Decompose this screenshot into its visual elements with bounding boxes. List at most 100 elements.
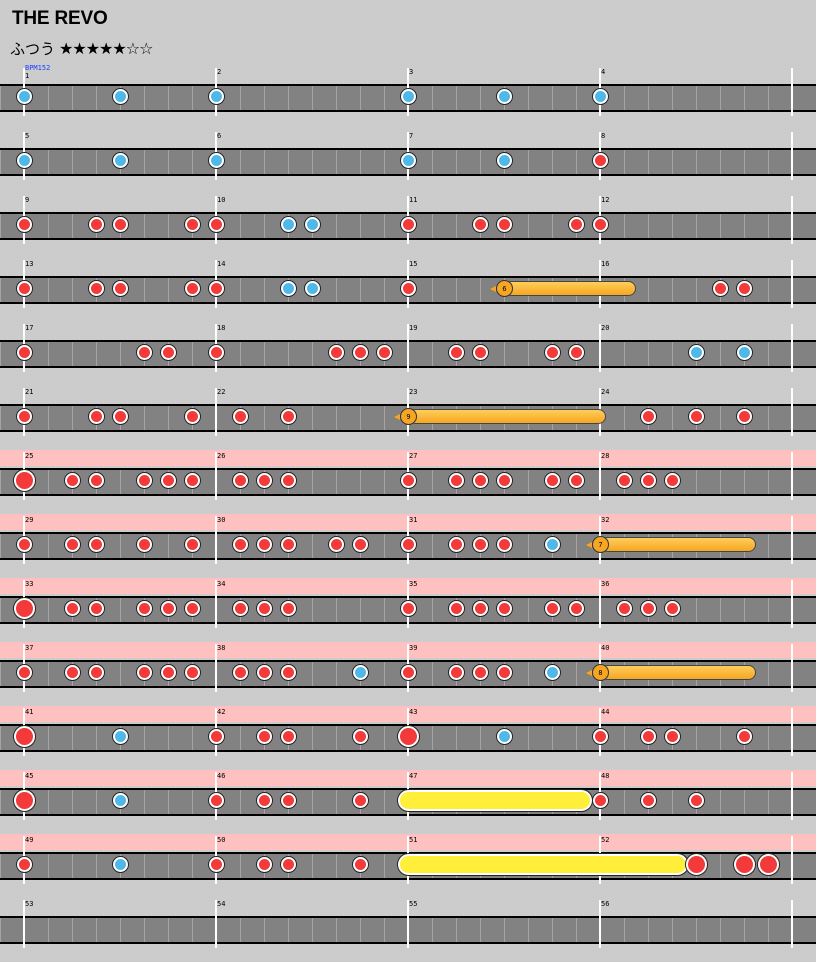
measure-number: 20 — [601, 324, 610, 332]
bar-line — [599, 580, 601, 628]
measure-number: 56 — [601, 900, 610, 908]
measure-number: 25 — [25, 452, 34, 460]
ka-note — [304, 281, 320, 296]
bar-line — [407, 324, 409, 372]
beat-line — [720, 854, 721, 878]
measure-number: 2 — [217, 68, 222, 76]
don-note — [736, 281, 752, 296]
beat-line — [168, 214, 169, 238]
beat-line — [48, 726, 49, 750]
ka-note — [592, 89, 608, 104]
measure-number: 19 — [409, 324, 418, 332]
beat-line — [624, 214, 625, 238]
don-note — [664, 473, 680, 488]
beat-line — [72, 150, 73, 174]
song-title: THE REVO — [12, 8, 108, 29]
beat-line — [240, 854, 241, 878]
don-note — [160, 601, 176, 616]
beat-line — [48, 470, 49, 494]
measure-number: 39 — [409, 644, 418, 652]
big-don-note — [13, 790, 35, 811]
measure-number: 1 — [25, 72, 30, 80]
don-note — [136, 601, 152, 616]
don-note — [616, 601, 632, 616]
beat-line — [672, 790, 673, 814]
beat-line — [336, 726, 337, 750]
beat-line — [96, 726, 97, 750]
don-note — [208, 857, 224, 872]
bar-line — [215, 900, 217, 948]
bar-line — [791, 388, 793, 436]
beat-line — [168, 406, 169, 430]
bar-line — [23, 900, 25, 948]
don-note — [400, 537, 416, 552]
beat-line — [384, 534, 385, 558]
beat-line — [192, 726, 193, 750]
measure-number: 15 — [409, 260, 418, 268]
don-note — [568, 601, 584, 616]
measure-number: 37 — [25, 644, 34, 652]
beat-line — [0, 598, 1, 622]
measure-number: 4 — [601, 68, 606, 76]
don-note — [592, 153, 608, 168]
beat-line — [240, 278, 241, 302]
beat-line — [672, 214, 673, 238]
measure-number: 3 — [409, 68, 414, 76]
beat-line — [48, 86, 49, 110]
bar-line — [599, 900, 601, 948]
measure-number: 12 — [601, 196, 610, 204]
beat-line — [336, 470, 337, 494]
beat-line — [624, 342, 625, 366]
don-note — [496, 601, 512, 616]
beat-line — [264, 214, 265, 238]
beat-line — [720, 790, 721, 814]
don-note — [208, 729, 224, 744]
beat-line — [0, 918, 1, 942]
measure-number: 52 — [601, 836, 610, 844]
beat-line — [168, 278, 169, 302]
measure-number: 47 — [409, 772, 418, 780]
beat-line — [744, 598, 745, 622]
beat-line — [288, 86, 289, 110]
chart-row: 1 2 3 4 BPM152 — [0, 64, 816, 130]
ka-note — [16, 89, 32, 104]
beat-line — [360, 598, 361, 622]
beat-line — [192, 918, 193, 942]
don-note — [352, 729, 368, 744]
don-note — [184, 601, 200, 616]
beat-line — [432, 150, 433, 174]
bar-line — [215, 388, 217, 436]
don-note — [568, 217, 584, 232]
don-note — [640, 601, 656, 616]
beat-line — [720, 726, 721, 750]
measure-number: 35 — [409, 580, 418, 588]
big-don-note — [13, 726, 35, 747]
don-note — [280, 729, 296, 744]
beat-line — [432, 534, 433, 558]
beat-line — [0, 150, 1, 174]
don-note — [16, 409, 32, 424]
don-note — [688, 409, 704, 424]
beat-line — [432, 470, 433, 494]
measure-number: 45 — [25, 772, 34, 780]
beat-line — [72, 214, 73, 238]
beat-line — [720, 406, 721, 430]
beat-line — [456, 86, 457, 110]
beat-line — [672, 342, 673, 366]
measure-number: 9 — [25, 196, 30, 204]
beat-line — [384, 150, 385, 174]
beat-line — [48, 854, 49, 878]
beat-line — [576, 662, 577, 686]
ka-note — [112, 793, 128, 808]
beat-line — [48, 150, 49, 174]
don-note — [112, 217, 128, 232]
beat-line — [384, 278, 385, 302]
don-note — [208, 793, 224, 808]
beat-line — [0, 214, 1, 238]
measure-number: 55 — [409, 900, 418, 908]
chart-row: 37 38 39 40 8 — [0, 642, 816, 706]
ka-note — [496, 729, 512, 744]
beat-line — [384, 918, 385, 942]
beat-line — [72, 86, 73, 110]
beat-line — [336, 854, 337, 878]
